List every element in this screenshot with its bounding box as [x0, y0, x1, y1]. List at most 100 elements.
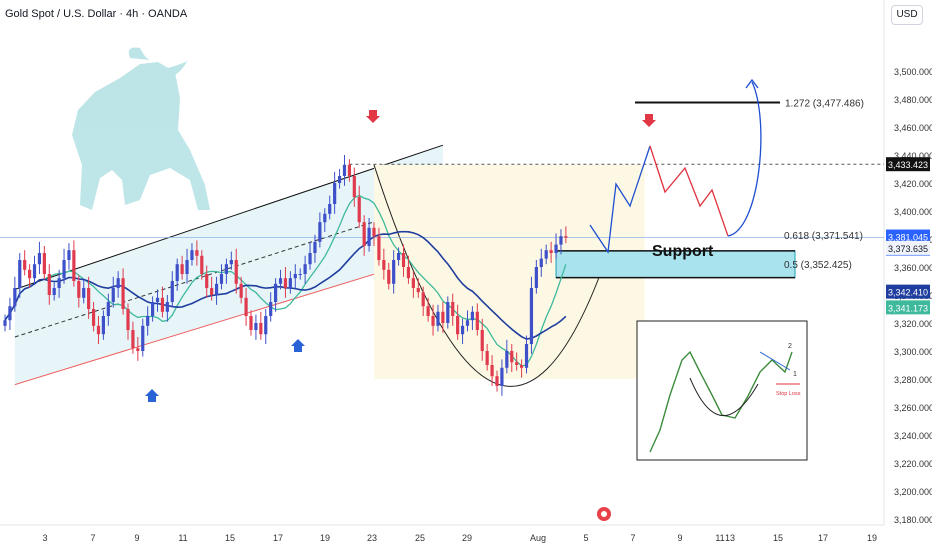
- candle: [347, 164, 351, 176]
- y-tick-label: 3,300.000: [894, 347, 932, 357]
- candle: [224, 264, 228, 274]
- candle: [28, 269, 32, 279]
- candle: [352, 176, 356, 197]
- candle: [451, 302, 455, 316]
- candle: [249, 316, 253, 330]
- x-tick-label: 3: [42, 533, 47, 543]
- candle: [416, 288, 420, 293]
- inset-flag-line: [759, 351, 791, 371]
- y-tick-label: 3,200.000: [894, 487, 932, 497]
- candle: [337, 176, 342, 183]
- x-tick-label: 9: [677, 533, 682, 543]
- candle: [111, 288, 115, 302]
- candle: [426, 306, 430, 316]
- channel-fill: [14, 145, 443, 385]
- inset-label-2: 2: [788, 343, 792, 350]
- x-tick-label: 9: [134, 533, 139, 543]
- tag-3342-bg: [886, 284, 930, 299]
- candle: [510, 351, 514, 363]
- x-tick-label: 15: [225, 533, 235, 543]
- candle: [13, 288, 17, 307]
- candle: [136, 348, 140, 351]
- candle: [42, 253, 46, 274]
- candle: [333, 183, 337, 204]
- candle: [87, 288, 91, 309]
- candle: [82, 288, 86, 298]
- arrow-up-marker-1: [145, 389, 159, 402]
- inset-label-1: 1: [793, 371, 797, 378]
- candle: [32, 264, 37, 279]
- support-label: Support: [652, 243, 714, 260]
- candle: [500, 367, 504, 386]
- candle: [539, 258, 543, 267]
- candle: [460, 325, 465, 335]
- candle: [185, 260, 189, 274]
- candle: [308, 253, 312, 265]
- candle: [264, 316, 268, 335]
- x-tick-label: 19: [320, 533, 330, 543]
- projection-target-path: [727, 81, 762, 237]
- candle: [534, 267, 538, 288]
- candle: [146, 316, 150, 326]
- candle: [357, 197, 361, 223]
- tag-high-bg: [886, 157, 930, 172]
- candle: [328, 204, 332, 214]
- x-tick-label: 19: [867, 533, 877, 543]
- x-tick-label: 7: [90, 533, 95, 543]
- candle: [465, 320, 470, 326]
- y-tick-label: 3,400.000: [894, 207, 932, 217]
- arrow-down-marker-2: [642, 114, 656, 127]
- x-tick-label: 15: [773, 533, 783, 543]
- candle: [480, 330, 484, 351]
- projection-arrowhead: [745, 78, 759, 89]
- candle: [8, 306, 12, 321]
- support-zone: [555, 250, 796, 279]
- candle: [126, 309, 130, 330]
- candle: [382, 260, 386, 270]
- candle: [214, 283, 219, 295]
- bull-horn-left: [128, 47, 150, 60]
- candle: [259, 323, 263, 335]
- candle: [515, 362, 519, 365]
- fib-5-label: 0.5 (3,352.425): [784, 260, 852, 271]
- x-tick-label: 17: [818, 533, 828, 543]
- candle: [180, 264, 184, 274]
- candles-group: [3, 155, 568, 396]
- event-flag-icon-inner: [601, 511, 607, 517]
- fib-618-label: 0.618 (3,371.541): [784, 231, 863, 242]
- y-tick-label: 3,260.000: [894, 403, 932, 413]
- inset-frame: [636, 320, 808, 461]
- tag-price: 3,381.045: [888, 233, 928, 243]
- candle: [446, 302, 450, 323]
- candle: [3, 320, 7, 326]
- candle: [254, 323, 258, 330]
- candle: [205, 274, 209, 288]
- candle: [411, 278, 415, 288]
- currency-button[interactable]: USD: [891, 5, 923, 25]
- candle: [397, 253, 401, 260]
- candle: [23, 260, 27, 270]
- y-tick-label: 3,500.000: [894, 67, 932, 77]
- x-tick-label: 17: [273, 533, 283, 543]
- candle: [495, 376, 499, 386]
- channel-upper-line: [14, 144, 444, 290]
- candle: [505, 351, 509, 368]
- candle: [106, 302, 110, 316]
- inset-stoploss-label: Stop Loss: [776, 391, 801, 397]
- candle: [475, 311, 479, 330]
- projection-up-path: [589, 145, 651, 254]
- arrow-up-marker-2: [291, 339, 305, 352]
- tag-3341: 3,341.173: [888, 303, 928, 313]
- y-tick-label: 3,480.000: [894, 95, 932, 105]
- candle: [485, 351, 489, 365]
- candle: [431, 316, 435, 326]
- inset-cup-curve: [689, 377, 759, 416]
- candle: [269, 302, 273, 316]
- candle: [170, 281, 174, 302]
- target-label: 1.272 (3,477.486): [785, 99, 864, 110]
- candle: [436, 311, 440, 326]
- inset-illustration: 2 1 Stop Loss: [636, 320, 808, 461]
- y-tick-label: 3,440.000: [894, 151, 932, 161]
- candle: [372, 227, 376, 237]
